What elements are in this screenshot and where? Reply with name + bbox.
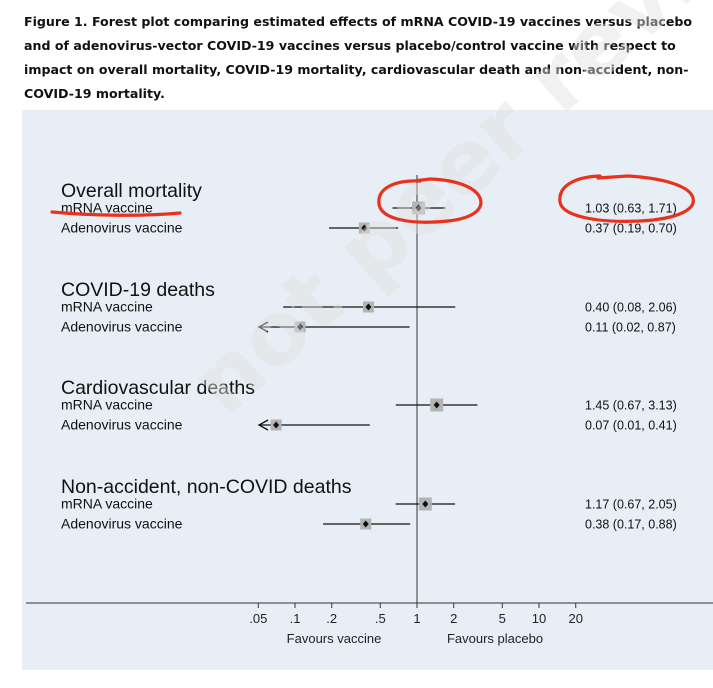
estimate-point — [433, 401, 440, 409]
ci-arrow — [257, 419, 269, 431]
row-label: mRNA vaccine — [61, 299, 153, 315]
ci-text: 0.38 (0.17, 0.88) — [585, 518, 677, 532]
ci-text: 0.07 (0.01, 0.41) — [585, 419, 677, 433]
estimate-point — [365, 303, 372, 311]
group-title: Non-accident, non-COVID deaths — [61, 476, 352, 498]
forest-plot: .05 .1 .2 .5 1 2 5 10 20 Favours vaccine Favours p… — [26, 175, 713, 646]
ci-text: 1.45 (0.67, 3.13) — [585, 399, 677, 413]
x-tick-label: 1 — [413, 611, 420, 626]
x-tick-label: 10 — [532, 611, 546, 626]
group-title: Cardiovascular deaths — [61, 377, 255, 399]
estimate-point — [273, 421, 280, 429]
figure-caption: Figure 1. Forest plot comparing estimate… — [24, 14, 693, 101]
estimate-point — [297, 323, 304, 331]
favours-placebo-label: Favours placebo — [447, 631, 543, 646]
ci-text: 0.37 (0.19, 0.70) — [585, 222, 677, 236]
x-tick-label: 2 — [450, 611, 457, 626]
estimate-point — [422, 500, 429, 508]
x-tick-label: .05 — [249, 611, 267, 626]
group-title: Overall mortality — [61, 180, 202, 202]
row-label: Adenovirus vaccine — [61, 220, 183, 236]
estimate-point — [362, 520, 369, 528]
x-tick-label: .2 — [326, 611, 337, 626]
row-label: Adenovirus vaccine — [61, 417, 183, 433]
x-tick-label: .5 — [375, 611, 386, 626]
ci-text: 0.11 (0.02, 0.87) — [585, 321, 676, 335]
ci-arrow — [257, 321, 269, 333]
row-label: mRNA vaccine — [61, 397, 153, 413]
estimate-point — [361, 224, 368, 232]
row-label: Adenovirus vaccine — [61, 516, 183, 532]
ci-text: 1.17 (0.67, 2.05) — [585, 498, 677, 512]
ci-text: 0.40 (0.08, 2.06) — [585, 301, 677, 315]
ci-text: 1.03 (0.63, 1.71) — [585, 202, 677, 216]
x-tick-label: 20 — [568, 611, 582, 626]
group-title: COVID-19 deaths — [61, 279, 215, 301]
x-tick-label: 5 — [499, 611, 506, 626]
favours-vaccine-label: Favours vaccine — [287, 631, 382, 646]
row-label: Adenovirus vaccine — [61, 319, 183, 335]
x-tick-label: .1 — [290, 611, 301, 626]
forest-plot-panel: .05 .1 .2 .5 1 2 5 10 20 Favours vaccine Favours p… — [22, 110, 713, 670]
row-label: mRNA vaccine — [61, 200, 153, 216]
row-label: mRNA vaccine — [61, 496, 153, 512]
